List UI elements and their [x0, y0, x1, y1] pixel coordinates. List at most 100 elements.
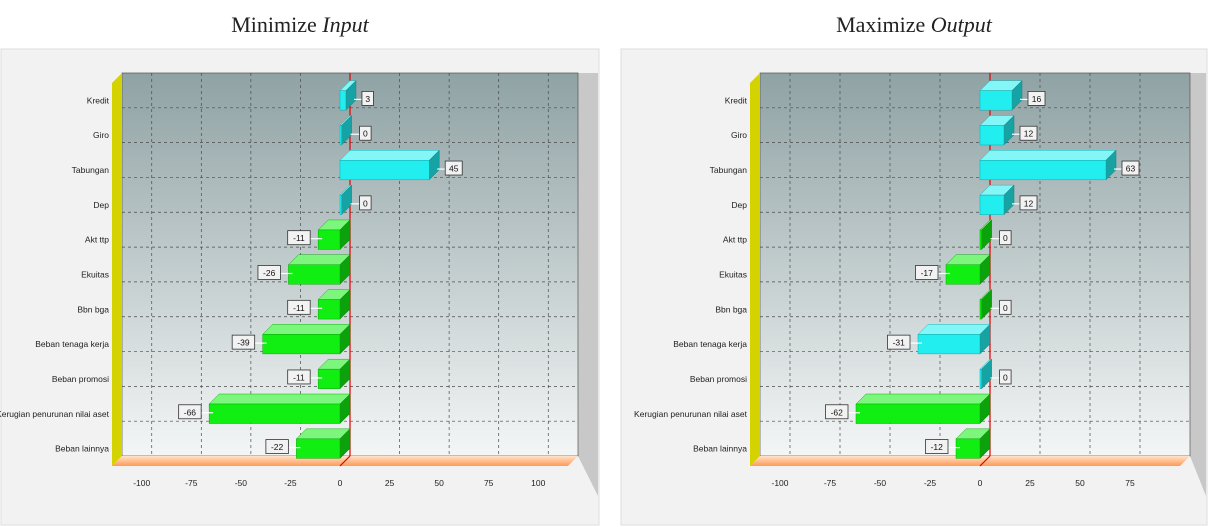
data-label-box — [1019, 125, 1038, 141]
category-label: Ekuitas — [81, 270, 109, 280]
category-label: Beban lainnya — [55, 444, 109, 454]
bar-front-face — [979, 125, 1005, 146]
bar-front-face — [339, 90, 347, 111]
data-label-box — [178, 404, 202, 420]
data-label: -39 — [237, 338, 250, 348]
bar-top-face — [855, 393, 991, 405]
data-label: -31 — [893, 338, 906, 348]
bar-front-face — [979, 229, 982, 250]
category-label: Kerugian penurunan nilai aset — [0, 409, 110, 419]
x-tick-label: -75 — [824, 478, 837, 488]
category-label: Akt ttp — [85, 235, 109, 245]
bar-front-face — [979, 299, 982, 320]
zero-line-floor — [979, 455, 991, 467]
bar-top-face — [979, 150, 1117, 161]
data-label: 0 — [363, 198, 368, 208]
bar-top-face — [917, 324, 991, 335]
bar — [979, 288, 993, 320]
category-label: Ekuitas — [719, 270, 747, 280]
x-tick-label: 50 — [434, 478, 444, 488]
bar — [917, 323, 991, 355]
bar-front-face — [917, 334, 981, 355]
bar-front-face — [339, 160, 430, 181]
bar-front-face — [979, 160, 1107, 181]
bar — [855, 393, 991, 425]
x-tick-label: 25 — [385, 478, 395, 488]
data-label-box — [257, 265, 281, 280]
data-label: 3 — [365, 94, 370, 104]
x-tick-label: -25 — [924, 478, 937, 488]
category-label: Kredit — [725, 95, 748, 105]
data-label-box — [359, 195, 372, 211]
bar-front-face — [855, 403, 981, 424]
category-label: Dep — [731, 200, 747, 210]
x-tick-label: 100 — [531, 478, 545, 488]
minimize-input-chart: -100 -75 -50 -25 0 25 50 75 100 Kredit 3 Giro 0 Tabun… — [0, 48, 600, 526]
category-label: Tabungan — [710, 165, 748, 175]
data-label: 0 — [1003, 233, 1008, 243]
bar — [208, 393, 351, 425]
plot-floor — [750, 456, 1190, 466]
data-label-box — [999, 369, 1012, 385]
category-label: Kerugian penurunan nilai aset — [634, 409, 748, 419]
plot-left-wall — [112, 73, 122, 466]
bar-front-face — [317, 299, 341, 320]
data-label-box — [825, 404, 849, 420]
bar — [339, 114, 353, 146]
data-label: 12 — [1024, 129, 1034, 139]
data-label: -62 — [831, 407, 844, 417]
bar-front-face — [339, 125, 342, 146]
x-tick-label: -100 — [133, 478, 150, 488]
bar-top-face — [208, 393, 351, 405]
category-label: Beban tenaga kerja — [35, 339, 109, 349]
x-tick-label: -50 — [235, 478, 248, 488]
x-tick-label: -50 — [874, 478, 887, 488]
category-label: Akt ttp — [723, 235, 747, 245]
data-label-box — [1019, 195, 1038, 211]
bar — [979, 80, 1023, 111]
data-label-box — [444, 160, 463, 176]
bar-front-face — [317, 368, 341, 389]
data-label: -11 — [293, 303, 305, 313]
data-label-box — [925, 439, 949, 454]
x-tick-label: 0 — [978, 478, 983, 488]
category-label: Dep — [93, 200, 109, 210]
bar — [317, 288, 351, 320]
data-label: -11 — [293, 233, 305, 243]
bar — [979, 219, 993, 251]
bar-top-face — [339, 150, 440, 161]
bar — [262, 323, 351, 355]
data-label-box — [287, 299, 311, 315]
data-label: -66 — [184, 407, 197, 417]
bar — [979, 114, 1015, 146]
data-label: -17 — [921, 268, 934, 278]
data-label-box — [361, 91, 374, 106]
bar — [339, 149, 440, 181]
data-label: -11 — [293, 372, 305, 382]
category-label: Tabungan — [72, 165, 110, 175]
bar-front-face — [979, 194, 1005, 215]
category-label: Beban lainnya — [693, 444, 747, 454]
bar-front-face — [979, 368, 982, 389]
bar-front-face — [296, 438, 341, 459]
x-tick-label: 75 — [1125, 478, 1135, 488]
data-label: 16 — [1032, 94, 1042, 104]
bar-front-face — [945, 264, 981, 285]
chart-title-left: Minimize Input — [231, 12, 369, 37]
data-label: 0 — [1003, 372, 1008, 382]
bar-front-face — [955, 438, 981, 459]
data-label-box — [1121, 160, 1140, 176]
bar — [287, 254, 351, 285]
data-label: 12 — [1024, 198, 1034, 208]
data-label-box — [1027, 91, 1046, 106]
data-label-box — [887, 334, 911, 350]
bar — [339, 80, 357, 111]
bar — [979, 184, 1015, 216]
bar — [317, 358, 351, 390]
data-label: -12 — [931, 442, 944, 452]
x-tick-label: -25 — [284, 478, 297, 488]
data-label-box — [999, 230, 1012, 246]
data-label-box — [265, 439, 289, 454]
zero-line-floor — [339, 455, 351, 467]
bar — [339, 184, 353, 216]
